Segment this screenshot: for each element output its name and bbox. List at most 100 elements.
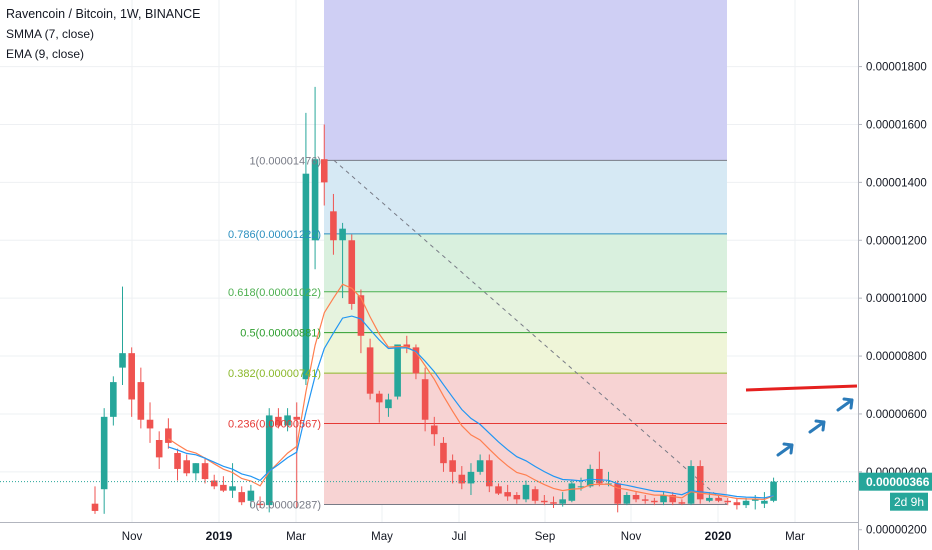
candle-body xyxy=(183,460,190,474)
candle-body xyxy=(559,499,566,504)
candle-body xyxy=(421,379,429,420)
fib-band xyxy=(324,233,727,292)
candle-body xyxy=(293,416,301,420)
candle-body xyxy=(229,486,236,491)
candle-body xyxy=(678,502,686,504)
candle-body xyxy=(284,415,291,426)
candle-body xyxy=(403,344,411,348)
x-tick-label: Sep xyxy=(535,531,555,543)
y-tick-label: 0.00001000 xyxy=(866,293,927,305)
candle-body xyxy=(513,495,521,500)
trend-line-dashed xyxy=(333,159,728,505)
candle-body xyxy=(541,500,548,503)
candle-body xyxy=(770,481,777,501)
candle-body xyxy=(412,347,420,374)
candle-body xyxy=(550,502,557,504)
y-tick-label: 0.00001200 xyxy=(866,235,927,247)
x-tick-label: Mar xyxy=(286,531,306,543)
countdown-badge xyxy=(890,492,928,511)
symbol-title[interactable]: Ravencoin / Bitcoin, 1W, BINANCE xyxy=(6,7,201,21)
candle-body xyxy=(715,497,722,501)
arrow-icon xyxy=(808,419,826,434)
candle-body xyxy=(761,500,768,504)
candle-body xyxy=(146,419,154,429)
fibonacci-retracement[interactable] xyxy=(324,0,727,506)
candle-body xyxy=(522,484,530,500)
candle-body xyxy=(724,500,732,503)
candle-body xyxy=(275,416,282,426)
fib-band xyxy=(324,373,727,424)
candle-body xyxy=(302,173,310,380)
y-tick-label: 0.00001600 xyxy=(866,119,927,131)
candle-body xyxy=(495,486,502,494)
candle-body xyxy=(201,463,209,480)
candle-body xyxy=(385,399,392,409)
candle-body xyxy=(440,442,447,464)
candle-body xyxy=(375,393,383,403)
arrow-icon xyxy=(776,442,794,457)
candle-body xyxy=(348,240,356,304)
candle-body xyxy=(751,499,759,501)
y-tick-label: 0.00001400 xyxy=(866,177,927,189)
candle-body xyxy=(458,474,466,484)
x-tick-label: Jul xyxy=(452,531,467,543)
candle-body xyxy=(586,468,594,487)
fib-level-label: 0.618(0.00001022) xyxy=(228,287,321,299)
candle-body xyxy=(339,228,346,241)
candle-body xyxy=(669,495,677,503)
candle-body xyxy=(119,353,126,368)
ema-legend[interactable]: EMA (9, close) xyxy=(6,47,85,61)
fib-band xyxy=(324,291,727,333)
candle-body xyxy=(256,503,264,506)
candle-body xyxy=(192,463,200,474)
candle-body xyxy=(220,484,227,491)
fibonacci-labels: 1(0.00001476) 0.786(0.00001222) 0.618(0.00… xyxy=(228,155,321,511)
x-tick-label: Nov xyxy=(122,531,143,543)
red-horizontal-line xyxy=(745,384,858,392)
candle-body xyxy=(660,495,667,503)
candle-body xyxy=(430,425,438,435)
candlesticks xyxy=(91,86,777,514)
candle-body xyxy=(531,489,539,501)
candle-body xyxy=(174,453,181,469)
fib-band xyxy=(324,332,727,374)
candle-body xyxy=(504,492,511,497)
fib-band xyxy=(324,160,727,234)
drawings[interactable] xyxy=(745,384,858,457)
countdown-label: 2d 9h xyxy=(894,495,924,509)
chart-legend: Ravencoin / Bitcoin, 1W, BINANCE SMMA (7… xyxy=(6,4,201,64)
fib-band-top xyxy=(324,0,727,161)
candle-body xyxy=(311,159,319,241)
candle-body xyxy=(742,500,750,506)
smma-legend[interactable]: SMMA (7, close) xyxy=(6,27,95,41)
candle-body xyxy=(110,382,117,417)
y-tick-label: 0.00000200 xyxy=(866,525,927,537)
fib-level-label: 0(0.00000287) xyxy=(249,500,321,512)
candle-body xyxy=(100,416,108,490)
candle-body xyxy=(614,483,621,504)
trend-line[interactable] xyxy=(333,159,728,505)
candle-body xyxy=(623,495,631,504)
x-tick-label: May xyxy=(371,531,393,543)
candle-body xyxy=(476,460,484,472)
x-tick-label: Mar xyxy=(785,531,805,543)
candle-body xyxy=(155,440,163,458)
fib-level-label: 0.382(0.00000741) xyxy=(228,368,321,380)
y-tick-label: 0.00000600 xyxy=(866,409,927,421)
y-tick-label: 0.00001800 xyxy=(866,62,927,74)
y-tick-label: 0.00000800 xyxy=(866,351,927,363)
candle-body xyxy=(486,460,493,487)
candle-body xyxy=(265,415,273,506)
candle-body xyxy=(696,466,704,500)
candle-body xyxy=(247,490,255,501)
fib-level-label: 1(0.00001476) xyxy=(249,155,321,167)
candle-body xyxy=(165,428,172,443)
current-price-badge xyxy=(859,472,932,491)
candle-body xyxy=(632,495,640,500)
candle-body xyxy=(449,460,456,472)
candle-body xyxy=(91,503,99,511)
candle-body xyxy=(330,211,337,241)
candle-body xyxy=(238,492,246,503)
